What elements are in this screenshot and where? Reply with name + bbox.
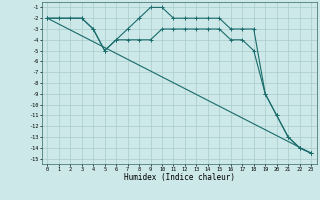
X-axis label: Humidex (Indice chaleur): Humidex (Indice chaleur) — [124, 173, 235, 182]
